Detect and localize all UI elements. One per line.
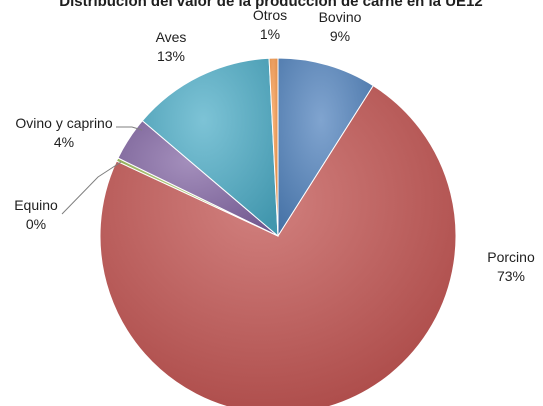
- slice-label-name: Ovino y caprino: [15, 115, 112, 131]
- slice-label-percent: 13%: [157, 48, 185, 64]
- slice-label-name: Porcino: [487, 249, 535, 265]
- leader-lines: [61, 126, 143, 215]
- slice-label-percent: 4%: [54, 134, 74, 150]
- pie-slice-otros: [268, 57, 279, 237]
- slice-labels: Bovino 9% Porcino 73% Equino 0% Ovino y caprin…: [14, 7, 535, 284]
- slice-label-percent: 73%: [497, 268, 525, 284]
- slice-label-name: Otros: [253, 7, 287, 23]
- leader-line: [116, 126, 143, 131]
- leader-line: [61, 161, 122, 215]
- slice-label-percent: 9%: [330, 28, 350, 44]
- pie-slices: [99, 57, 457, 406]
- pie-slice-porcino: [99, 84, 457, 406]
- chart-title: Distribución del valor de la producción …: [59, 0, 482, 10]
- slice-label-name: Bovino: [319, 9, 362, 25]
- slice-label-name: Aves: [156, 29, 187, 45]
- pie-slice-bovino: [277, 57, 374, 238]
- slice-label-percent: 0%: [26, 216, 46, 232]
- pie-slice-aves: [141, 57, 279, 238]
- slice-label-name: Equino: [14, 197, 58, 213]
- slice-label-percent: 1%: [260, 26, 280, 42]
